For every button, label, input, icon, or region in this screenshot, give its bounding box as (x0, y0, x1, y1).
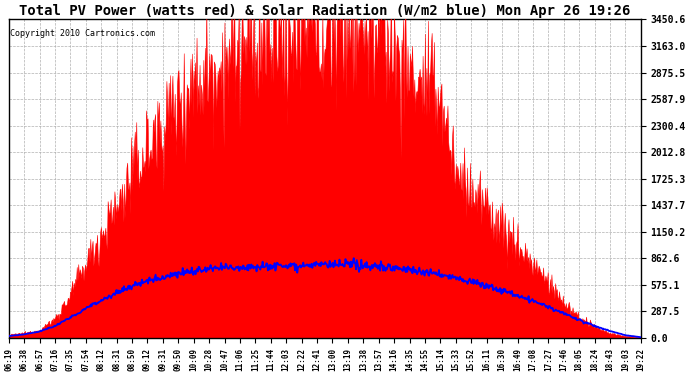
Title: Total PV Power (watts red) & Solar Radiation (W/m2 blue) Mon Apr 26 19:26: Total PV Power (watts red) & Solar Radia… (19, 4, 631, 18)
Text: Copyright 2010 Cartronics.com: Copyright 2010 Cartronics.com (10, 29, 155, 38)
